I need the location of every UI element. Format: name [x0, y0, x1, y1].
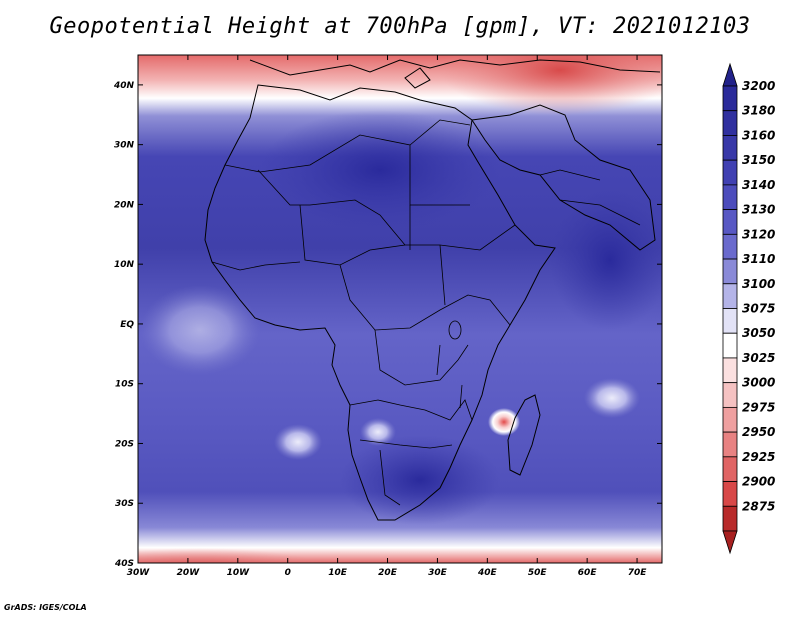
colorbar-swatch — [722, 308, 738, 334]
colorbar-swatch — [722, 233, 738, 260]
latitude-axis: 40N 30N 20N 10N EQ 10S 20S 30S 40S — [113, 81, 662, 569]
madagascar-coastline — [507, 394, 541, 476]
colorbar-swatch — [722, 382, 738, 408]
pale-region-angola — [360, 418, 396, 446]
colorbar-swatch — [722, 332, 738, 359]
colorbar-swatch — [722, 505, 738, 532]
colorbar-swatch — [722, 357, 738, 384]
colorbar-swatch — [722, 431, 738, 458]
country-borders — [211, 119, 641, 506]
coastlines — [204, 59, 661, 521]
lake-malawi — [459, 384, 463, 409]
colorbar-top-arrow — [722, 62, 738, 87]
greece-outline — [404, 67, 431, 89]
map-title: Geopotential Height at 700hPa [gpm], VT:… — [49, 14, 751, 39]
colorbar-label: 3160 — [742, 128, 775, 142]
lon-tick-label: 0 — [285, 568, 291, 578]
europe-coastline — [249, 59, 661, 76]
lon-tick-label: 20E — [378, 568, 398, 578]
colorbar-label: 3120 — [742, 227, 775, 241]
dark-region-southern-africa — [340, 435, 500, 525]
lon-tick-label: 50E — [528, 568, 548, 578]
colorbar-swatch — [722, 456, 738, 482]
grads-credit: GrADS: IGES/COLA — [4, 603, 87, 612]
lat-tick-label: 10N — [114, 260, 135, 270]
lake-victoria — [448, 320, 462, 340]
longitude-axis: 30W 20W 10W 0 10E 20E 30E 40E 50E 60E 70E — [127, 55, 647, 578]
colorbar-label: 3000 — [742, 376, 775, 390]
lat-tick-label: 40N — [113, 81, 135, 91]
pale-region-east — [584, 378, 640, 418]
colorbar-label: 2900 — [742, 475, 775, 489]
colorbar-label: 2925 — [742, 450, 775, 464]
dark-region-sahara — [260, 110, 500, 230]
colorbar-swatch — [722, 283, 738, 309]
colorbar-label: 3025 — [742, 351, 775, 365]
red-high-lat-east — [440, 55, 662, 115]
colorbar-swatch — [722, 85, 738, 112]
dark-region-indian-ocean — [550, 190, 662, 330]
lat-tick-label: EQ — [120, 320, 134, 330]
map-frame — [137, 54, 663, 564]
colorbar-label: 3050 — [742, 326, 775, 340]
colorbar-label: 2875 — [742, 499, 775, 513]
lat-tick-label: 30N — [114, 141, 135, 151]
pale-region-atlantic — [274, 424, 322, 460]
colorbar-swatch — [722, 258, 738, 285]
lake-tanganyika — [436, 344, 441, 376]
colorbar-label: 3110 — [742, 252, 775, 266]
lat-tick-label: 40S — [114, 559, 134, 569]
lon-tick-label: 70E — [628, 568, 648, 578]
colorbar-swatch — [722, 209, 738, 235]
red-high-lat-south — [138, 548, 324, 563]
lat-tick-label: 20S — [115, 439, 134, 449]
colorbar-label: 3130 — [742, 203, 775, 217]
colorbar-swatch — [722, 135, 738, 161]
colorbar-label: 3140 — [742, 178, 775, 192]
colorbar-label: 2975 — [742, 400, 775, 414]
lat-tick-label: 10S — [115, 380, 134, 390]
lon-tick-label: 10W — [227, 568, 251, 578]
lat-tick-label: 20N — [114, 200, 135, 210]
lon-tick-label: 40E — [477, 568, 498, 578]
lon-tick-label: 30W — [127, 568, 151, 578]
colorbar-swatch — [722, 184, 738, 211]
lakes — [436, 320, 463, 409]
lat-tick-label: 30S — [115, 499, 134, 509]
colorbar: 3200 3180 3160 3150 3140 3130 3120 3110 3100 3075… — [722, 62, 775, 555]
lon-tick-label: 30E — [428, 568, 448, 578]
colorbar-label: 3100 — [742, 277, 775, 291]
height-field — [138, 55, 662, 563]
lon-tick-label: 10E — [328, 568, 348, 578]
colorbar-label: 3200 — [742, 79, 775, 93]
colorbar-label: 3150 — [742, 153, 775, 167]
arabia-coastline — [471, 104, 656, 251]
colorbar-swatch — [722, 159, 738, 186]
lon-tick-label: 60E — [578, 568, 598, 578]
colorbar-swatch — [722, 110, 738, 136]
low-spot-mozambique-channel — [488, 408, 520, 436]
colorbar-label: 3180 — [742, 104, 775, 118]
colorbar-swatch — [722, 481, 738, 507]
lon-tick-label: 20W — [177, 568, 201, 578]
colorbar-label: 2950 — [742, 425, 775, 439]
colorbar-swatch — [722, 406, 738, 433]
colorbar-bottom-arrow — [722, 530, 738, 555]
colorbar-label: 3075 — [742, 302, 775, 316]
pale-region-gulf — [140, 285, 260, 375]
africa-coastline — [204, 84, 556, 521]
